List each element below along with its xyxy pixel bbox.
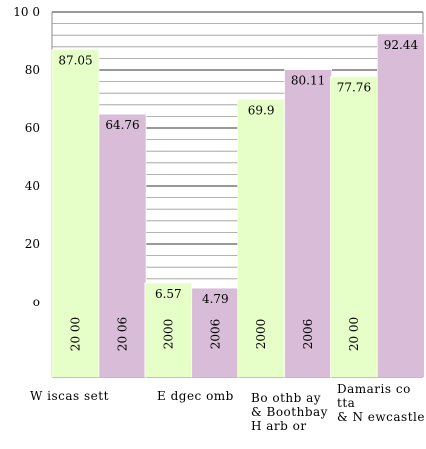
y-tick-label: 40 xyxy=(25,179,40,193)
bar xyxy=(377,33,425,378)
category-label: W iscas sett xyxy=(30,389,109,403)
bar-year-label: 2000 xyxy=(161,319,175,350)
y-tick-label: 80 xyxy=(25,63,40,77)
bar-year-label: 2006 xyxy=(301,319,315,350)
data-label: 64.76 xyxy=(105,118,139,132)
bar-year-label: 2006 xyxy=(208,319,222,350)
bars xyxy=(51,33,425,378)
bar xyxy=(237,98,285,378)
category-label: Bo othb ay & Boothbay H arb or xyxy=(251,391,328,433)
y-tick-label: o xyxy=(33,295,40,309)
bar xyxy=(98,113,147,378)
data-labels: 87.05 20 00 64.76 20 06 6.57 2000 4.79 2006 69.9… xyxy=(58,38,418,351)
data-label: 80.11 xyxy=(291,74,325,88)
bar-year-label: 2000 xyxy=(254,319,268,350)
bar xyxy=(51,49,100,378)
bar-year-label: 20 00 xyxy=(347,317,361,351)
data-label: 69.9 xyxy=(248,103,275,117)
bar-year-label: 20 00 xyxy=(69,317,83,351)
bar-year-label: 20 06 xyxy=(116,317,130,351)
bar xyxy=(191,287,240,378)
data-label: 77.76 xyxy=(337,80,371,94)
data-label: 92.44 xyxy=(384,38,419,52)
bar xyxy=(144,282,193,378)
data-label: 6.57 xyxy=(155,287,182,301)
y-tick-label: 60 xyxy=(25,121,40,135)
bar xyxy=(330,76,378,378)
category-label: Damaris co tta & N ewcastle xyxy=(337,382,425,424)
category-label: E dgec omb xyxy=(157,389,234,403)
y-axis: 10 0 80 60 40 20 o xyxy=(13,5,40,309)
y-tick-label: 10 0 xyxy=(13,5,40,19)
data-label: 4.79 xyxy=(202,292,229,306)
y-tick-label: 20 xyxy=(25,237,40,251)
data-label: 87.05 xyxy=(58,54,92,68)
